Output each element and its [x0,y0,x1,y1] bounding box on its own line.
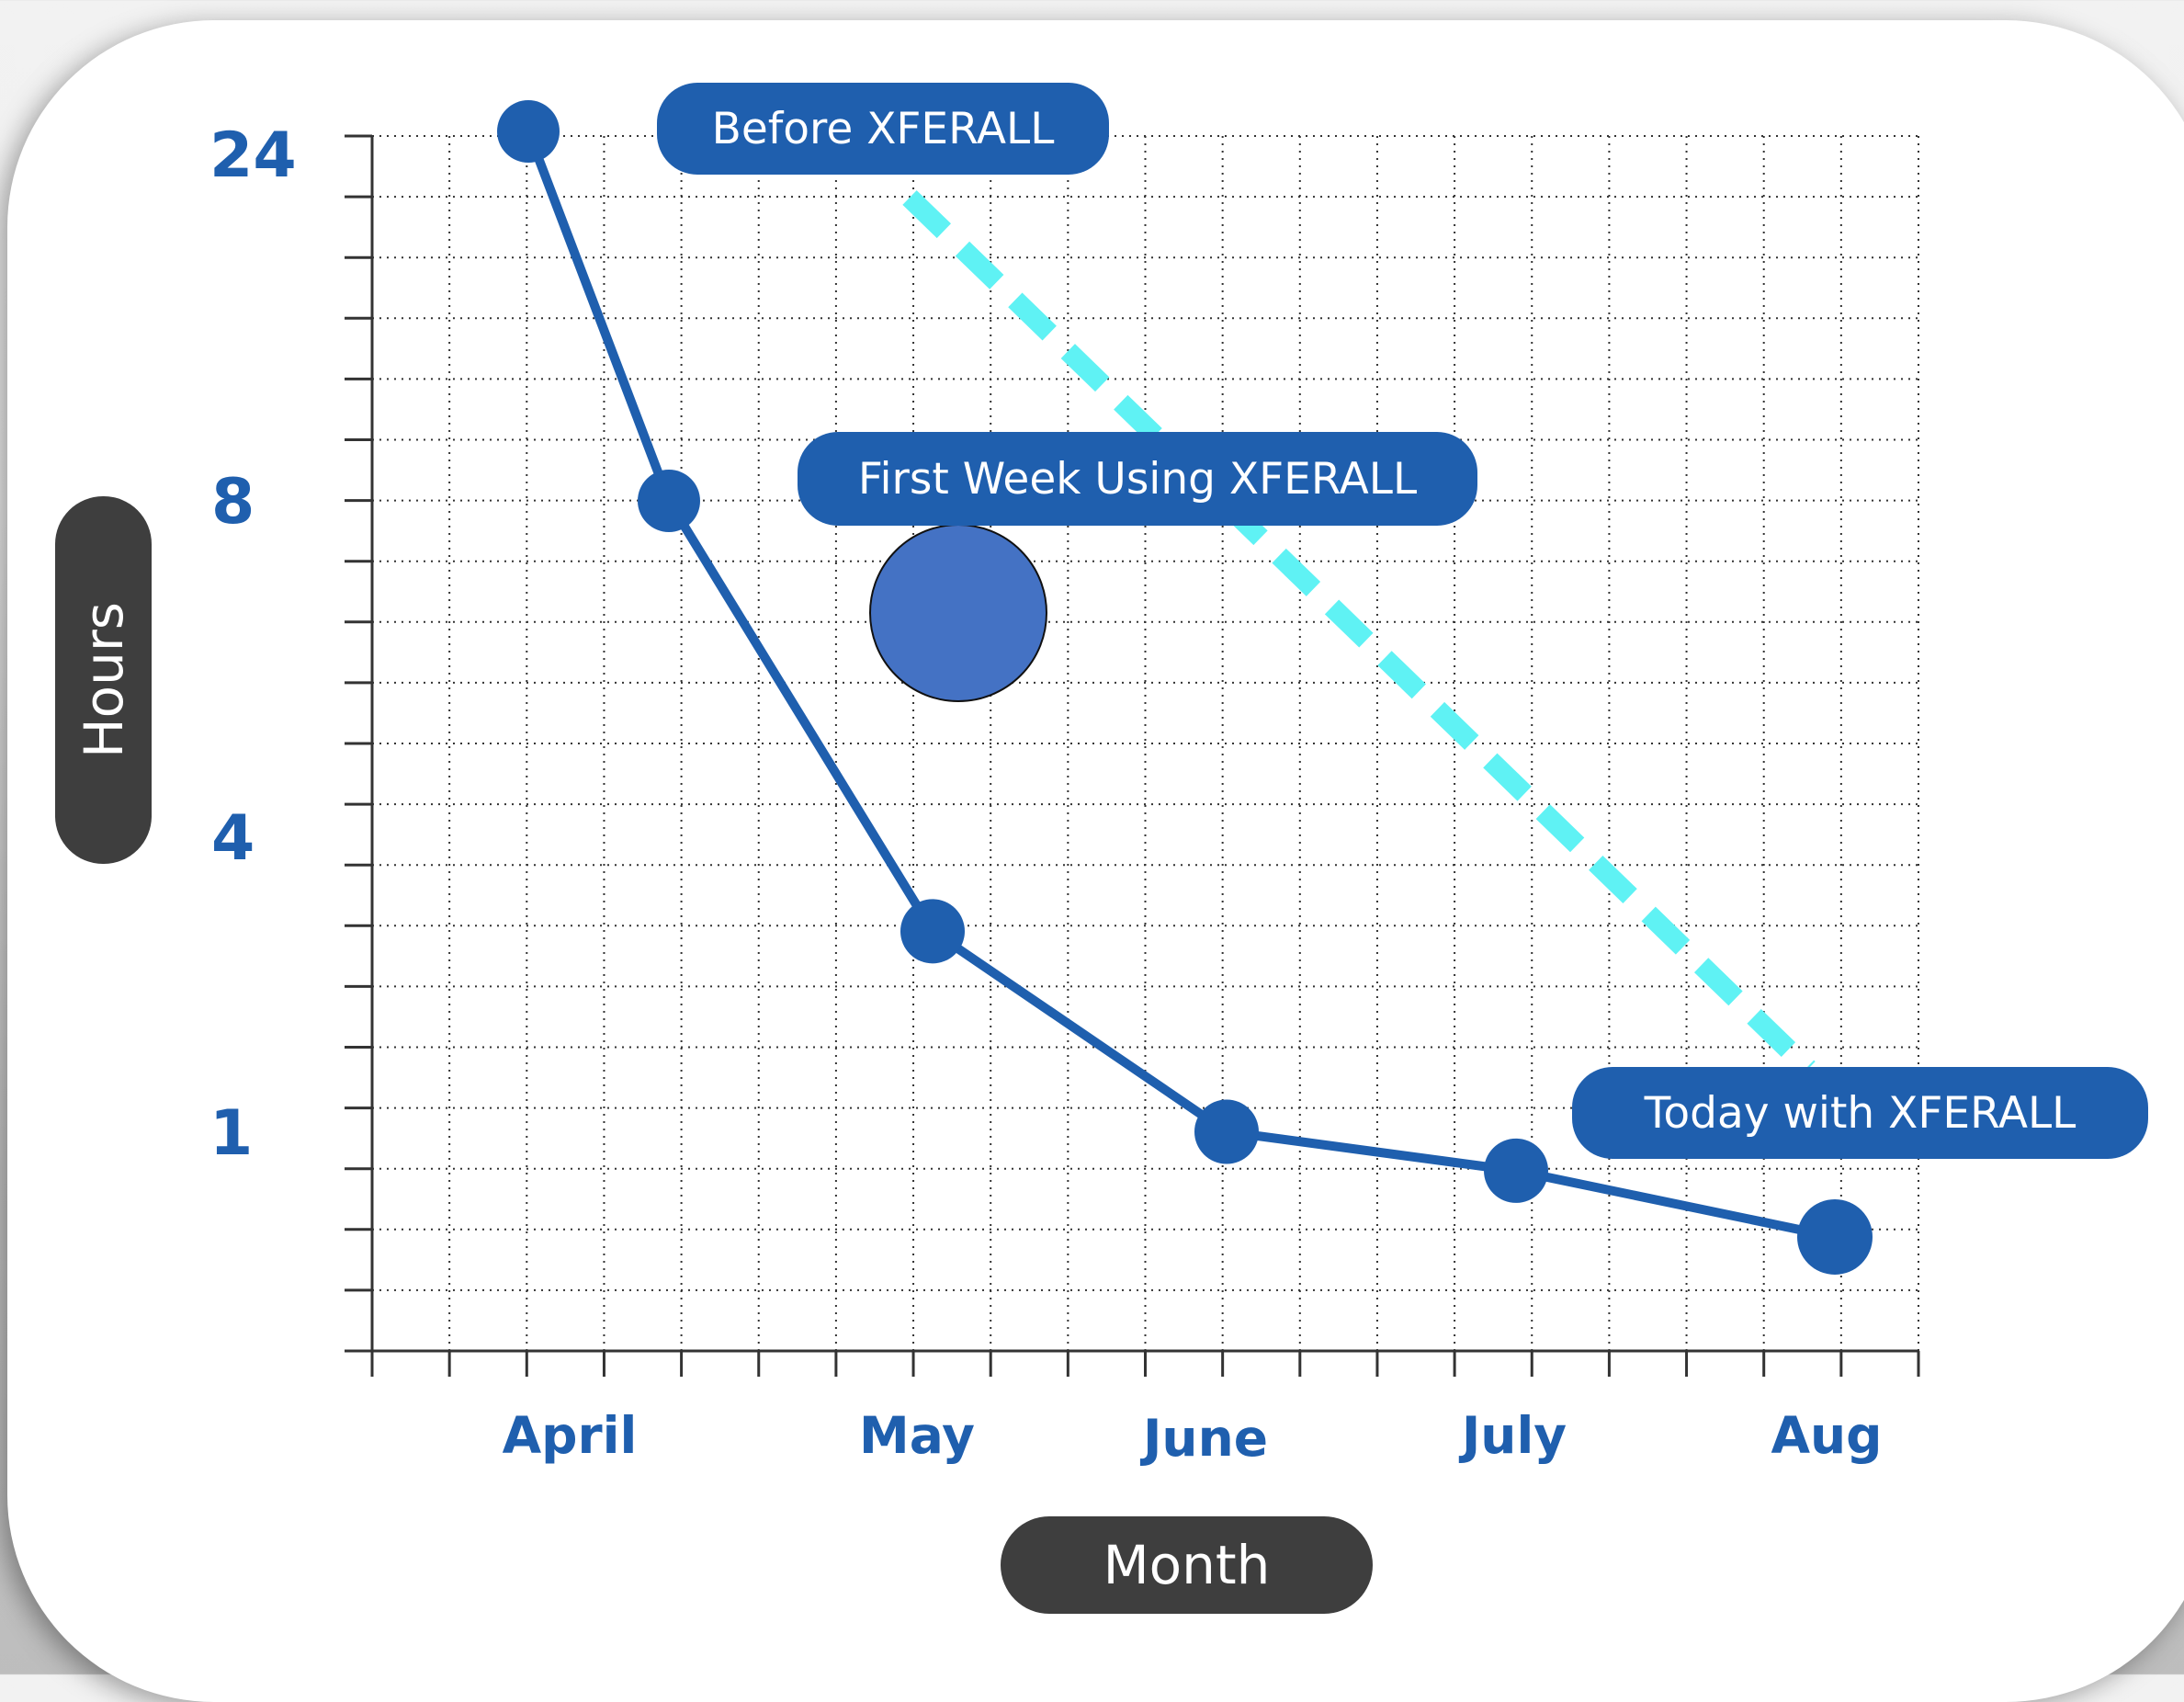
data-point [1484,1138,1548,1203]
data-point [1194,1099,1259,1164]
x-tick-label: June [1142,1409,1269,1468]
annotation-first-week: First Week Using XFERALL [798,432,1477,526]
data-point [638,470,700,532]
series-line [524,130,1837,1242]
x-tick-label: April [502,1406,638,1465]
data-points [497,100,1873,1275]
annotation-before: Before XFERALL [657,83,1109,175]
y-tick-label: 24 [209,119,297,192]
x-tick-label: Aug [1771,1406,1883,1465]
y-tick-label: 4 [211,802,255,875]
y-axis-title: Hours [55,496,152,864]
axes [345,134,1920,1377]
trend-line [902,190,1816,1076]
data-point [900,899,965,964]
x-axis-title: Month [1001,1516,1373,1614]
y-tick-label: 8 [211,466,255,539]
annotation-today: Today with XFERALL [1572,1067,2148,1159]
chart-card [7,20,2184,1702]
y-axis-title-text: Hours [72,602,135,758]
x-tick-label: May [858,1406,976,1465]
y-tick-label: 1 [209,1097,254,1170]
highlight-marker [869,524,1047,702]
x-tick-label: July [1461,1406,1567,1465]
data-point [1797,1198,1873,1275]
data-point [497,100,560,163]
